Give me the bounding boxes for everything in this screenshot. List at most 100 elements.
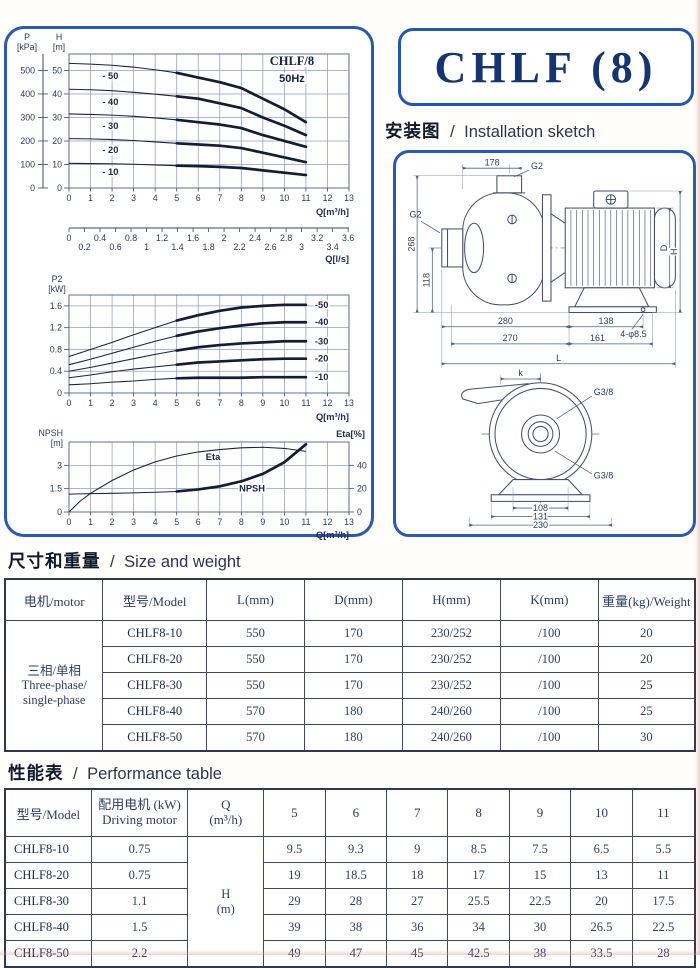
svg-text:10: 10: [279, 517, 289, 527]
size-weight-heading-zh: 尺寸和重量: [8, 551, 101, 571]
cell-model: CHLF8-10: [102, 620, 207, 647]
svg-text:Eta[%]: Eta[%]: [336, 429, 365, 439]
side-view: 178 G2 G2 268 118 280 138 4-φ8.5: [405, 156, 683, 368]
cell-l: 570: [205, 724, 305, 752]
svg-text:-30: -30: [315, 336, 328, 346]
svg-text:0: 0: [57, 388, 62, 398]
suction-port: [441, 228, 464, 268]
cell-k: /100: [499, 672, 599, 699]
svg-text:NPSH: NPSH: [39, 428, 63, 438]
installation-sketch-drawing: 178 G2 G2 268 118 280 138 4-φ8.5: [405, 156, 683, 531]
svg-text:9: 9: [260, 517, 265, 527]
svg-text:1: 1: [88, 517, 93, 527]
dim-131: 131: [533, 511, 548, 521]
dim-g2-top: G2: [531, 161, 543, 171]
svg-text:0: 0: [67, 517, 72, 527]
col-h: H(mm): [401, 578, 501, 621]
svg-text:400: 400: [20, 89, 35, 99]
cell-k: /100: [499, 724, 599, 752]
dim-H: H: [669, 248, 679, 255]
cell-h: 22.5: [508, 888, 572, 915]
svg-text:2: 2: [110, 193, 115, 203]
svg-text:3: 3: [299, 242, 304, 252]
svg-text:0: 0: [57, 183, 62, 193]
svg-text:2: 2: [222, 233, 227, 243]
cell-d: 180: [303, 724, 403, 752]
svg-text:0: 0: [67, 398, 72, 408]
table-row: CHLF8-50 570 180 240/260 /100 30: [5, 724, 696, 752]
cell-model: CHLF8-50: [102, 724, 207, 752]
table-row: 三相/单相 Three-phase/ single-phase CHLF8-10…: [4, 620, 696, 752]
dim-268: 268: [406, 237, 416, 252]
cell-h: 13: [570, 862, 633, 889]
cell-d: 170: [303, 672, 403, 699]
cell-d: 170: [303, 646, 403, 673]
svg-text:2.4: 2.4: [249, 233, 261, 243]
cell-h: 230/252: [401, 620, 501, 647]
cell-h: 39: [263, 914, 326, 941]
col-q10: 10: [570, 788, 633, 837]
svg-text:6: 6: [196, 398, 201, 408]
cell-h: 9.3: [324, 836, 388, 863]
motor-en1: Three-phase/: [21, 678, 87, 693]
scan-edge-bottom: [0, 950, 700, 955]
dim-108: 108: [533, 503, 548, 513]
dim-g38-top: G3/8: [594, 387, 614, 397]
svg-text:[kW]: [kW]: [48, 284, 66, 294]
cell-h: 20: [570, 888, 633, 915]
cell-h: 38: [324, 914, 388, 941]
cell-h: 25.5: [447, 888, 510, 915]
col-model: 型号/Model: [4, 788, 92, 837]
cell-model: CHLF8-20: [4, 862, 92, 889]
dim-118: 118: [421, 273, 431, 287]
cell-h: 8.5: [447, 836, 510, 863]
h-unit-cell: H (m): [187, 836, 265, 968]
svg-text:1.6: 1.6: [50, 301, 62, 311]
cell-weight: 25: [597, 698, 696, 725]
cell-model: CHLF8-20: [102, 646, 207, 673]
cell-weight: 25: [597, 672, 696, 699]
cell-d: 180: [303, 698, 403, 725]
svg-text:- 10: - 10: [102, 167, 118, 177]
installation-heading-slash: /: [449, 122, 455, 141]
scan-edge-right: [695, 0, 700, 955]
cell-h: 230/252: [401, 672, 501, 699]
cell-k: /100: [499, 646, 599, 673]
svg-text:NPSH: NPSH: [239, 484, 265, 494]
svg-text:4: 4: [153, 517, 158, 527]
cell-h: 28: [324, 888, 388, 915]
svg-text:1.8: 1.8: [202, 242, 214, 252]
svg-text:6: 6: [196, 193, 201, 203]
motor-group-cell: 三相/单相 Three-phase/ single-phase: [4, 620, 104, 752]
cell-h: 11: [631, 862, 696, 889]
dim-138: 138: [599, 316, 614, 326]
svg-text:3: 3: [57, 460, 62, 470]
col-l: L(mm): [205, 578, 305, 621]
svg-text:1.6: 1.6: [187, 233, 199, 243]
col-q8: 8: [447, 788, 510, 837]
svg-text:8: 8: [239, 517, 244, 527]
svg-text:0.8: 0.8: [50, 344, 62, 354]
svg-text:6: 6: [196, 517, 201, 527]
model-title-box: CHLF (8): [398, 28, 694, 106]
cell-weight: 30: [597, 724, 696, 752]
svg-text:2.2: 2.2: [233, 242, 245, 252]
table-row: CHLF8-40 570 180 240/260 /100 25: [5, 698, 696, 725]
svg-text:20: 20: [52, 136, 62, 146]
svg-text:300: 300: [20, 112, 35, 122]
dim-g38-bottom: G3/8: [594, 471, 614, 481]
perf-header-row: 型号/Model 配用电机 (kW) Driving motor Q (m³/h…: [4, 788, 696, 837]
svg-text:Q[m³/h]: Q[m³/h]: [316, 530, 349, 540]
front-view: k G3/8 G3/8 108: [461, 367, 614, 531]
svg-text:10: 10: [52, 159, 62, 169]
top-port: [496, 175, 523, 194]
svg-text:[m]: [m]: [53, 42, 65, 52]
svg-text:0: 0: [67, 193, 72, 203]
svg-text:0.8: 0.8: [125, 233, 137, 243]
svg-text:9: 9: [260, 398, 265, 408]
col-q: Q (m³/h): [187, 788, 265, 837]
col-d: D(mm): [303, 578, 403, 621]
cell-h: 36: [386, 914, 449, 941]
size-header-row: 电机/motor 型号/Model L(mm) D(mm) H(mm) K(mm…: [4, 578, 696, 621]
svg-text:[m]: [m]: [51, 438, 63, 448]
